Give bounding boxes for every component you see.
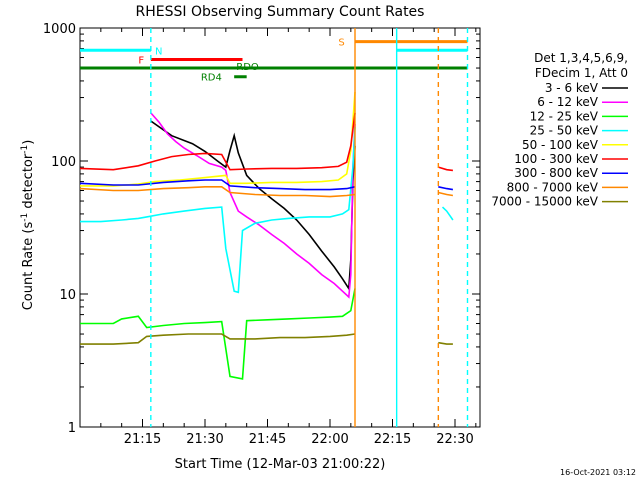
x-tick-label: 22:15: [374, 432, 411, 447]
legend-label: 6 - 12 keV: [537, 95, 599, 109]
series-line-800-7000kev: [80, 186, 356, 198]
series-line-7000-15000kev: [438, 341, 453, 345]
y-tick-label: 10: [59, 288, 76, 303]
legend-header: FDecim 1, Att 0: [535, 66, 628, 80]
legend-header: Det 1,3,4,5,6,9,: [534, 51, 628, 65]
legend-label: 12 - 25 keV: [530, 109, 599, 123]
footer-timestamp: 16-Oct-2021 03:12: [560, 468, 636, 477]
y-axis-label: Count Rate (s-1 detector-1): [20, 140, 36, 311]
plot-frame: [79, 27, 481, 428]
x-tick-label: 22:00: [311, 432, 348, 447]
y-axis-label-part: detector: [21, 153, 36, 213]
series-line-50-100kev: [80, 91, 356, 187]
y-tick-label: 1: [68, 421, 76, 436]
series-line-25-50kev: [80, 126, 356, 294]
y-tick-label: 1000: [43, 22, 76, 37]
flag-label-rd_top: RDO: [236, 62, 259, 73]
y-axis-label-sup: -1: [20, 145, 30, 154]
x-tick-label: 21:15: [124, 432, 161, 447]
x-axis-label: Start Time (12-Mar-03 21:00:22): [175, 457, 386, 472]
flag-label-s: S: [338, 38, 344, 49]
y-axis-label-sup: -1: [20, 213, 30, 222]
legend-label: 7000 - 15000 keV: [491, 195, 598, 209]
y-axis-label-part: ): [21, 140, 36, 145]
flag-label-f: F: [138, 55, 144, 66]
x-tick-label: 21:45: [249, 432, 286, 447]
legend-label: 800 - 7000 keV: [507, 180, 599, 194]
x-tick-label: 22:30: [436, 432, 473, 447]
legend: Det 1,3,4,5,6,9,FDecim 1, Att 03 - 6 keV…: [491, 51, 628, 209]
legend-label: 300 - 800 keV: [514, 166, 598, 180]
chart-title: RHESSI Observing Summary Count Rates: [136, 4, 425, 20]
series-line-800-7000kev: [438, 191, 454, 197]
series-line-3-6kev: [150, 120, 356, 291]
markers-layer: [150, 28, 469, 427]
y-axis-label-part: Count Rate (s: [21, 222, 36, 311]
series-line-300-800kev: [438, 186, 454, 191]
series-line-7000-15000kev: [80, 333, 356, 345]
series-line-6-12kev: [150, 112, 356, 299]
svg-text:Count Rate (s-1 detector-1): Count Rate (s-1 detector-1): [20, 140, 36, 311]
plot-border: [79, 27, 481, 428]
axes: 21:15 21:30 21:45 22:00 22:15 22:30 1 10 100 1000: [43, 22, 480, 447]
x-tick-label: 21:30: [186, 432, 223, 447]
legend-label: 25 - 50 keV: [530, 124, 599, 138]
series-line-100-300kev: [438, 166, 453, 172]
legend-label: 3 - 6 keV: [545, 81, 599, 95]
flag-label-rd4: RD4: [201, 73, 222, 84]
flags-layer: NF S RDO RD4: [80, 38, 468, 84]
legend-label: 100 - 300 keV: [514, 152, 598, 166]
flag-label-n: N: [155, 46, 162, 57]
series-line-25-50kev: [441, 206, 454, 221]
series-line-100-300kev: [80, 112, 356, 171]
series-line-12-25kev: [80, 288, 356, 380]
legend-label: 50 - 100 keV: [522, 138, 599, 152]
y-tick-label: 100: [51, 155, 76, 170]
series-line-300-800kev: [80, 179, 356, 191]
series-layer: [80, 91, 454, 380]
